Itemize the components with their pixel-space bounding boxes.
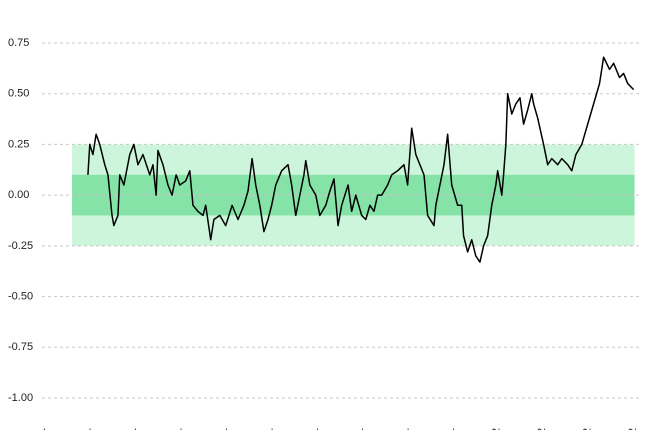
y-tick-label: -1.00 — [8, 392, 33, 404]
y-tick-label: 0.00 — [8, 189, 29, 201]
y-tick-label: 0.25 — [8, 138, 29, 150]
y-tick-label: -0.50 — [8, 290, 33, 302]
y-tick-label: -0.75 — [8, 341, 33, 353]
y-tick-label: 0.75 — [8, 37, 29, 49]
y-tick-label: 0.50 — [8, 88, 29, 100]
y-tick-label: -0.25 — [8, 240, 33, 252]
line — [87, 56, 635, 263]
